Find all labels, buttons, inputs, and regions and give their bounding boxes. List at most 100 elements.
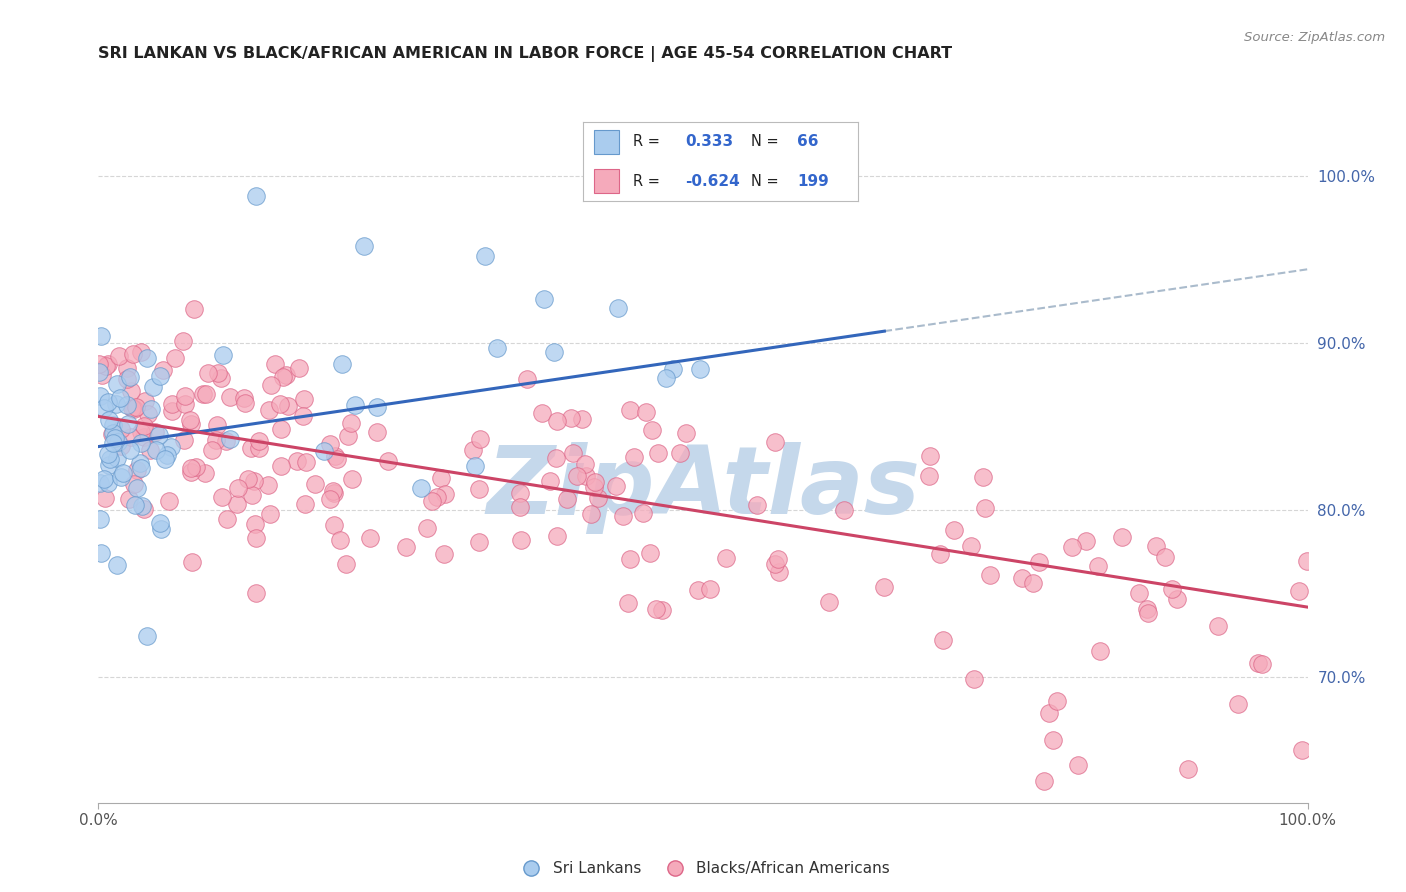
Point	[194, 467, 217, 481]
Point	[834, 502, 856, 516]
Point	[142, 380, 165, 394]
Point	[148, 428, 170, 442]
Point	[322, 483, 344, 498]
Point	[1288, 583, 1310, 598]
Point	[409, 481, 432, 495]
Point	[426, 490, 449, 504]
Point	[226, 481, 249, 495]
Point	[212, 348, 235, 362]
Point	[111, 466, 134, 480]
Point	[343, 398, 366, 412]
Point	[323, 518, 346, 533]
Point	[264, 357, 287, 371]
Text: -0.624: -0.624	[685, 174, 740, 188]
Text: Source: ZipAtlas.com: Source: ZipAtlas.com	[1244, 31, 1385, 45]
Point	[233, 395, 256, 409]
Point	[963, 672, 986, 686]
Point	[873, 580, 896, 594]
Point	[236, 472, 259, 486]
Point	[276, 368, 298, 383]
Point	[247, 434, 270, 448]
Point	[163, 351, 186, 365]
Point	[1296, 554, 1319, 568]
Point	[105, 558, 128, 572]
Point	[180, 556, 202, 570]
Point	[634, 404, 657, 418]
Point	[1087, 559, 1109, 574]
Point	[1160, 582, 1182, 596]
Point	[205, 433, 228, 447]
Text: 0.333: 0.333	[685, 135, 733, 149]
Point	[110, 439, 132, 453]
Point	[474, 249, 496, 263]
Point	[110, 391, 132, 405]
Point	[1028, 555, 1050, 569]
Point	[245, 586, 267, 600]
Point	[929, 548, 952, 562]
Point	[247, 441, 270, 455]
Point	[586, 491, 609, 505]
Point	[128, 457, 150, 471]
Text: ZipAtlas: ZipAtlas	[486, 442, 920, 534]
Point	[292, 409, 315, 424]
Point	[544, 450, 567, 465]
Bar	[595, 169, 619, 193]
Point	[747, 498, 769, 512]
Point	[271, 370, 294, 384]
Point	[468, 433, 491, 447]
Point	[101, 426, 124, 441]
Point	[714, 550, 737, 565]
Point	[943, 523, 966, 537]
Point	[353, 239, 375, 253]
Point	[619, 403, 641, 417]
Point	[509, 500, 531, 514]
Point	[225, 497, 247, 511]
Point	[180, 466, 202, 480]
Point	[1136, 606, 1159, 620]
Point	[1226, 698, 1249, 712]
Point	[675, 426, 697, 441]
Point	[136, 351, 159, 366]
Point	[270, 458, 292, 473]
Point	[326, 451, 349, 466]
Point	[669, 446, 692, 460]
Point	[120, 430, 142, 444]
Point	[89, 511, 111, 525]
Point	[207, 418, 229, 433]
Point	[292, 392, 315, 407]
Point	[1074, 534, 1097, 549]
Point	[1247, 656, 1270, 670]
Point	[96, 359, 118, 373]
Point	[1038, 706, 1060, 720]
Point	[97, 394, 120, 409]
Point	[143, 425, 166, 439]
Point	[1154, 550, 1177, 565]
Point	[295, 455, 318, 469]
Point	[132, 430, 155, 444]
Text: 66: 66	[797, 135, 818, 149]
Point	[180, 417, 202, 432]
Point	[1033, 773, 1056, 788]
Point	[329, 533, 352, 548]
Point	[136, 408, 159, 422]
Point	[93, 472, 115, 486]
Point	[319, 491, 342, 506]
Point	[105, 450, 128, 465]
Point	[215, 434, 238, 448]
Point	[616, 596, 638, 610]
Point	[124, 498, 146, 512]
Point	[89, 389, 111, 403]
Text: SRI LANKAN VS BLACK/AFRICAN AMERICAN IN LABOR FORCE | AGE 45-54 CORRELATION CHAR: SRI LANKAN VS BLACK/AFRICAN AMERICAN IN …	[98, 46, 952, 62]
Point	[125, 400, 148, 414]
Point	[340, 472, 363, 486]
Point	[562, 446, 585, 460]
Point	[179, 413, 201, 427]
Point	[763, 557, 786, 571]
Point	[464, 458, 486, 473]
Point	[543, 344, 565, 359]
Point	[433, 547, 456, 561]
Point	[304, 476, 326, 491]
Point	[1090, 644, 1112, 658]
Point	[139, 443, 162, 458]
Point	[110, 422, 132, 436]
